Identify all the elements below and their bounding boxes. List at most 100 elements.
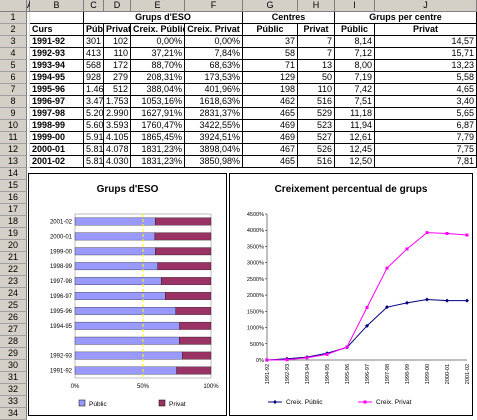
column-header-f[interactable]: F	[185, 0, 243, 12]
value-cell[interactable]: 11,94	[335, 120, 375, 132]
value-cell[interactable]: 1.469	[84, 84, 104, 96]
value-cell[interactable]: 7,12	[335, 48, 375, 60]
value-cell[interactable]: 516	[298, 156, 335, 168]
curs-cell[interactable]: 1991-92	[30, 36, 84, 48]
value-cell[interactable]: 3.471	[84, 96, 104, 108]
value-cell[interactable]: 5.813	[84, 156, 104, 168]
value-cell[interactable]: 4.030	[104, 156, 131, 168]
column-label-6[interactable]: Privat	[298, 24, 335, 36]
value-cell[interactable]: 413	[84, 48, 104, 60]
value-cell[interactable]: 7	[298, 36, 335, 48]
value-cell[interactable]: 12,50	[335, 156, 375, 168]
row-header-4[interactable]: 4	[0, 48, 27, 60]
column-header-i[interactable]: I	[335, 0, 375, 12]
value-cell[interactable]: 5,65	[375, 108, 477, 120]
row-header-2[interactable]: 2	[0, 24, 27, 36]
curs-cell[interactable]: 1996-97	[30, 96, 84, 108]
row-header-6[interactable]: 6	[0, 72, 27, 84]
value-cell[interactable]: 388,04%	[131, 84, 185, 96]
cell-b1[interactable]	[30, 12, 84, 24]
value-cell[interactable]: 5,58	[375, 72, 477, 84]
value-cell[interactable]: 7,79	[375, 132, 477, 144]
column-label-2[interactable]: Privat	[104, 24, 131, 36]
value-cell[interactable]: 12,61	[335, 132, 375, 144]
value-cell[interactable]: 8,00	[335, 60, 375, 72]
column-label-0[interactable]: Curs	[30, 24, 84, 36]
curs-cell[interactable]: 2001-02	[30, 156, 84, 168]
column-label-4[interactable]: Creix. Privat	[185, 24, 243, 36]
bar-chart-grups-eso[interactable]: Grups d'ESO 1991-92 1992-93 1994-95 1995-96…	[28, 173, 227, 416]
value-cell[interactable]: 1831,23%	[131, 156, 185, 168]
value-cell[interactable]: 301	[84, 36, 104, 48]
row-header-5[interactable]: 5	[0, 60, 27, 72]
value-cell[interactable]: 3898,04%	[185, 144, 243, 156]
value-cell[interactable]: 110	[104, 48, 131, 60]
value-cell[interactable]: 512	[104, 84, 131, 96]
value-cell[interactable]: 58	[243, 48, 298, 60]
row-header-26[interactable]: 26	[0, 312, 27, 324]
value-cell[interactable]: 5.916	[84, 132, 104, 144]
value-cell[interactable]: 3422,55%	[185, 120, 243, 132]
value-cell[interactable]: 1831,23%	[131, 144, 185, 156]
value-cell[interactable]: 110	[298, 84, 335, 96]
value-cell[interactable]: 462	[243, 96, 298, 108]
value-cell[interactable]: 5.813	[84, 144, 104, 156]
value-cell[interactable]: 527	[298, 132, 335, 144]
row-header-22[interactable]: 22	[0, 264, 27, 276]
row-header-13[interactable]: 13	[0, 156, 27, 168]
value-cell[interactable]: 526	[298, 144, 335, 156]
column-header-b[interactable]: B	[30, 0, 84, 12]
row-header-34[interactable]: 34	[0, 408, 27, 420]
column-label-5[interactable]: Públic	[243, 24, 298, 36]
curs-cell[interactable]: 1995-96	[30, 84, 84, 96]
value-cell[interactable]: 15,71	[375, 48, 477, 60]
value-cell[interactable]: 50	[298, 72, 335, 84]
value-cell[interactable]: 469	[243, 132, 298, 144]
value-cell[interactable]: 4,65	[375, 84, 477, 96]
value-cell[interactable]: 102	[104, 36, 131, 48]
value-cell[interactable]: 7,19	[335, 72, 375, 84]
row-header-14[interactable]: 14	[0, 168, 27, 180]
row-header-8[interactable]: 8	[0, 96, 27, 108]
value-cell[interactable]: 3.593	[104, 120, 131, 132]
value-cell[interactable]: 1053,16%	[131, 96, 185, 108]
row-header-30[interactable]: 30	[0, 360, 27, 372]
value-cell[interactable]: 279	[104, 72, 131, 84]
value-cell[interactable]: 3,40	[375, 96, 477, 108]
value-cell[interactable]: 1627,91%	[131, 108, 185, 120]
curs-cell[interactable]: 1993-94	[30, 60, 84, 72]
row-header-27[interactable]: 27	[0, 324, 27, 336]
column-header-h[interactable]: H	[298, 0, 335, 12]
value-cell[interactable]: 3924,51%	[185, 132, 243, 144]
value-cell[interactable]: 465	[243, 108, 298, 120]
column-header-g[interactable]: G	[243, 0, 298, 12]
value-cell[interactable]: 516	[298, 96, 335, 108]
value-cell[interactable]: 12,45	[335, 144, 375, 156]
value-cell[interactable]: 4.105	[104, 132, 131, 144]
line-chart-creixement[interactable]: Creixement percentual de grups 0% 500% 100…	[229, 173, 473, 416]
column-label-3[interactable]: Creix. Públic	[131, 24, 185, 36]
value-cell[interactable]: 37,21%	[131, 48, 185, 60]
curs-cell[interactable]: 2000-01	[30, 144, 84, 156]
value-cell[interactable]: 5.201	[84, 108, 104, 120]
value-cell[interactable]: 529	[298, 108, 335, 120]
value-cell[interactable]: 8,14	[335, 36, 375, 48]
value-cell[interactable]: 7,84%	[185, 48, 243, 60]
curs-cell[interactable]: 1997-98	[30, 108, 84, 120]
value-cell[interactable]: 3850,98%	[185, 156, 243, 168]
value-cell[interactable]: 7,81	[375, 156, 477, 168]
curs-cell[interactable]: 1999-00	[30, 132, 84, 144]
value-cell[interactable]: 401,96%	[185, 84, 243, 96]
column-label-1[interactable]: Públic	[84, 24, 104, 36]
curs-cell[interactable]: 1994-95	[30, 72, 84, 84]
row-header-12[interactable]: 12	[0, 144, 27, 156]
row-header-18[interactable]: 18	[0, 216, 27, 228]
column-header-c[interactable]: C	[84, 0, 104, 12]
centres-header[interactable]: Centres	[243, 12, 335, 24]
value-cell[interactable]: 71	[243, 60, 298, 72]
value-cell[interactable]: 2.990	[104, 108, 131, 120]
value-cell[interactable]: 1760,47%	[131, 120, 185, 132]
row-header-9[interactable]: 9	[0, 108, 27, 120]
value-cell[interactable]: 208,31%	[131, 72, 185, 84]
value-cell[interactable]: 7,42	[335, 84, 375, 96]
